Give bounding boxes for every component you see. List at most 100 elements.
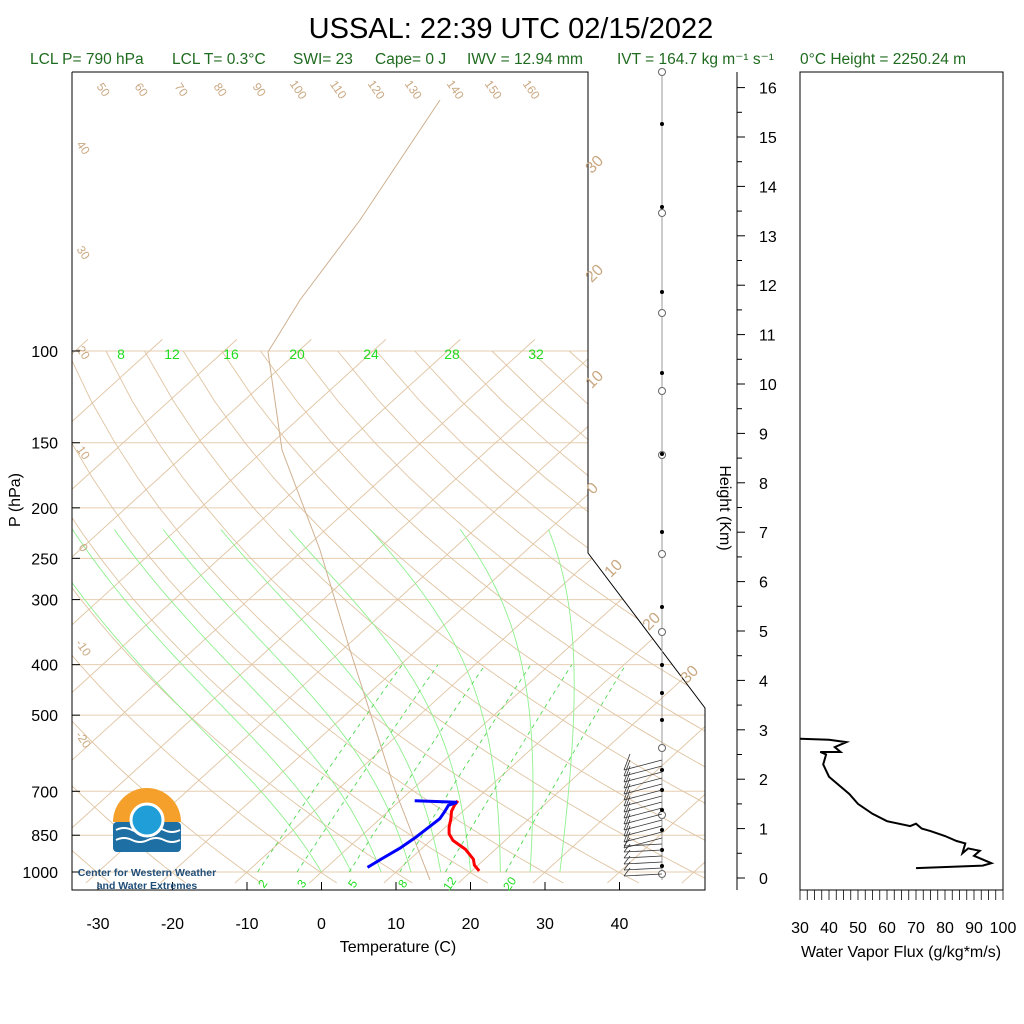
wind-barb xyxy=(623,819,663,831)
flux-axis-label: Water Vapor Flux (g/kg*m/s) xyxy=(801,944,1001,961)
pressure-tick-label: 150 xyxy=(31,436,58,453)
dry-adiabat-line xyxy=(72,350,338,884)
wind-barb-feather xyxy=(623,825,631,843)
wind-barb-feather xyxy=(623,867,631,877)
dry-adiabat-line xyxy=(530,350,705,884)
mixing-ratio-label: 8 xyxy=(395,877,410,891)
dry-adiabat-line xyxy=(298,350,705,884)
dry-adiabat-line xyxy=(607,350,705,884)
moist-adiabat-label: 32 xyxy=(528,346,544,362)
wind-barb xyxy=(623,783,663,795)
dry-adiabat-line xyxy=(452,350,705,884)
moist-adiabat-line xyxy=(220,529,442,873)
wind-barb xyxy=(623,837,663,849)
isotherm-line xyxy=(72,339,312,884)
wind-level-dot xyxy=(660,452,664,456)
height-tick-label: 6 xyxy=(759,575,768,592)
isotherm-line xyxy=(607,339,705,884)
isotherm-line xyxy=(383,339,705,884)
moist-adiabat-label: 24 xyxy=(363,346,379,362)
isotherm-label: 40 xyxy=(74,138,93,157)
wind-level-dot xyxy=(660,864,664,868)
mixing-ratio-line xyxy=(257,664,403,873)
wind-barb-feather xyxy=(623,777,631,795)
wind-barb-feather xyxy=(623,759,631,777)
dry-adiabat-label: 100 xyxy=(287,77,310,102)
mixing-ratio-line xyxy=(399,664,532,873)
moist-adiabat-label: 12 xyxy=(164,346,180,362)
isotherm-line xyxy=(309,339,705,884)
wind-barb xyxy=(623,831,663,843)
moist-adiabat-line xyxy=(548,529,575,873)
height-tick-label: 14 xyxy=(759,179,777,196)
wind-barb-feather xyxy=(623,819,631,837)
moist-adiabat-line xyxy=(369,529,501,872)
height-tick-label: 13 xyxy=(759,229,777,246)
wind-barb xyxy=(623,873,663,877)
dry-adiabat-label: 130 xyxy=(402,77,425,102)
wind-barb xyxy=(623,849,663,853)
moist-adiabat-label: 20 xyxy=(289,346,305,362)
moist-adiabat-label: 16 xyxy=(223,346,239,362)
dry-adiabat-line xyxy=(491,350,705,884)
wind-level-dot xyxy=(660,290,664,294)
pressure-tick-label: 400 xyxy=(31,658,58,675)
info-line: LCL P= 790 hPa LCL T= 0.3°C SWI= 23 Cape… xyxy=(30,51,966,68)
isotherm-label-right: 10 xyxy=(602,556,627,581)
wind-barb-feather xyxy=(623,795,631,813)
flux-tick-label: 100 xyxy=(990,920,1017,937)
parcel-trace-upper-line xyxy=(267,99,441,353)
moist-adiabat-line xyxy=(459,529,534,873)
wind-level-dot xyxy=(660,122,664,126)
temp-tick-label: 10 xyxy=(387,916,405,933)
isotherm-line xyxy=(160,339,705,884)
wind-barb xyxy=(623,771,663,783)
isotherm-line xyxy=(234,339,705,884)
info-lcl-p: LCL P= 790 hPa xyxy=(30,51,144,68)
flux-tick-label: 70 xyxy=(907,920,925,937)
flux-tick-label: 90 xyxy=(965,920,983,937)
height-tick-label: 8 xyxy=(759,476,768,493)
x-axis-label: Temperature (C) xyxy=(340,939,456,956)
dry-adiabat-line xyxy=(105,350,705,884)
height-tick-label: 2 xyxy=(759,772,768,789)
wind-barb-feather xyxy=(623,861,631,871)
height-tick-label: 3 xyxy=(759,723,768,740)
logo-line-1: Center for Western Weather xyxy=(78,867,216,879)
wind-barb xyxy=(623,807,663,819)
pressure-tick-label: 500 xyxy=(31,708,58,725)
wind-barb-feather xyxy=(623,783,631,801)
isotherm-line xyxy=(458,339,705,884)
wind-level-circle xyxy=(658,628,666,636)
dry-adiabat-line xyxy=(337,350,705,884)
wind-level-dot xyxy=(660,663,664,667)
wind-barb xyxy=(623,861,663,865)
info-swi: SWI= 23 xyxy=(293,51,353,68)
isotherm-label-right: 30 xyxy=(678,662,703,687)
isotherm-line xyxy=(72,339,89,884)
isotherm-label-right: 20 xyxy=(583,261,608,286)
flux-panel: 30 40 50 60 70 80 90 100 Water Vapor Flux (g/kg*… xyxy=(791,71,1017,961)
flux-panel-frame xyxy=(799,71,1004,891)
isotherm-line xyxy=(681,339,705,884)
dry-adiabat-line xyxy=(916,351,1024,883)
isotherm-line xyxy=(72,339,610,884)
dry-adiabat-line xyxy=(684,350,705,884)
temp-tick-label: -10 xyxy=(235,916,258,933)
wind-level-circle xyxy=(658,550,666,558)
temp-tick-label: -20 xyxy=(161,916,184,933)
wind-level-circle xyxy=(658,744,666,752)
wind-barb xyxy=(623,777,663,789)
moist-adiabat-line xyxy=(114,529,382,873)
wind-level-dot xyxy=(660,605,664,609)
temp-tick-label: 40 xyxy=(611,916,629,933)
cw3e-logo: Center for Western Weather and Water Ext… xyxy=(78,788,216,892)
dry-adiabat-line xyxy=(414,350,705,884)
height-tick-label: 12 xyxy=(759,278,777,295)
logo-wave-icon xyxy=(115,837,181,843)
height-tick-label: 4 xyxy=(759,673,768,690)
dry-adiabat-line xyxy=(724,351,1024,883)
grid-labels: 50 60 70 80 90 100 110 120 130 140 150 160403020100… xyxy=(73,77,703,893)
